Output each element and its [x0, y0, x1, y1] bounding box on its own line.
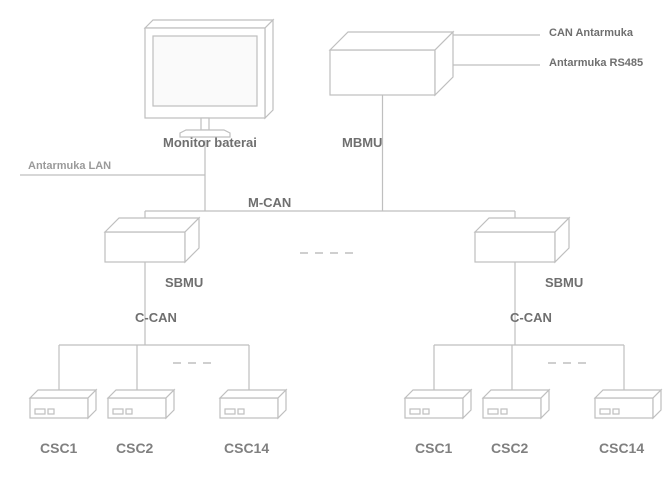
label-csc-l3: CSC14	[224, 440, 269, 456]
label-monitor-baterai: Monitor baterai	[163, 135, 257, 150]
label-csc-r2: CSC2	[491, 440, 528, 456]
label-c-can-left: C-CAN	[135, 310, 177, 325]
label-mbmu: MBMU	[342, 135, 382, 150]
label-csc-l1: CSC1	[40, 440, 77, 456]
diagram-canvas: CAN Antarmuka Antarmuka RS485 MBMU Monit…	[0, 0, 667, 502]
label-sbmu-left: SBMU	[165, 275, 203, 290]
label-antarmuka-lan: Antarmuka LAN	[28, 160, 111, 172]
label-csc-r3: CSC14	[599, 440, 644, 456]
label-m-can: M-CAN	[248, 195, 291, 210]
label-sbmu-right: SBMU	[545, 275, 583, 290]
label-c-can-right: C-CAN	[510, 310, 552, 325]
label-antarmuka-rs485: Antarmuka RS485	[549, 57, 643, 69]
label-csc-l2: CSC2	[116, 440, 153, 456]
label-can-antarmuka: CAN Antarmuka	[549, 27, 633, 39]
label-csc-r1: CSC1	[415, 440, 452, 456]
diagram-svg	[0, 0, 667, 502]
